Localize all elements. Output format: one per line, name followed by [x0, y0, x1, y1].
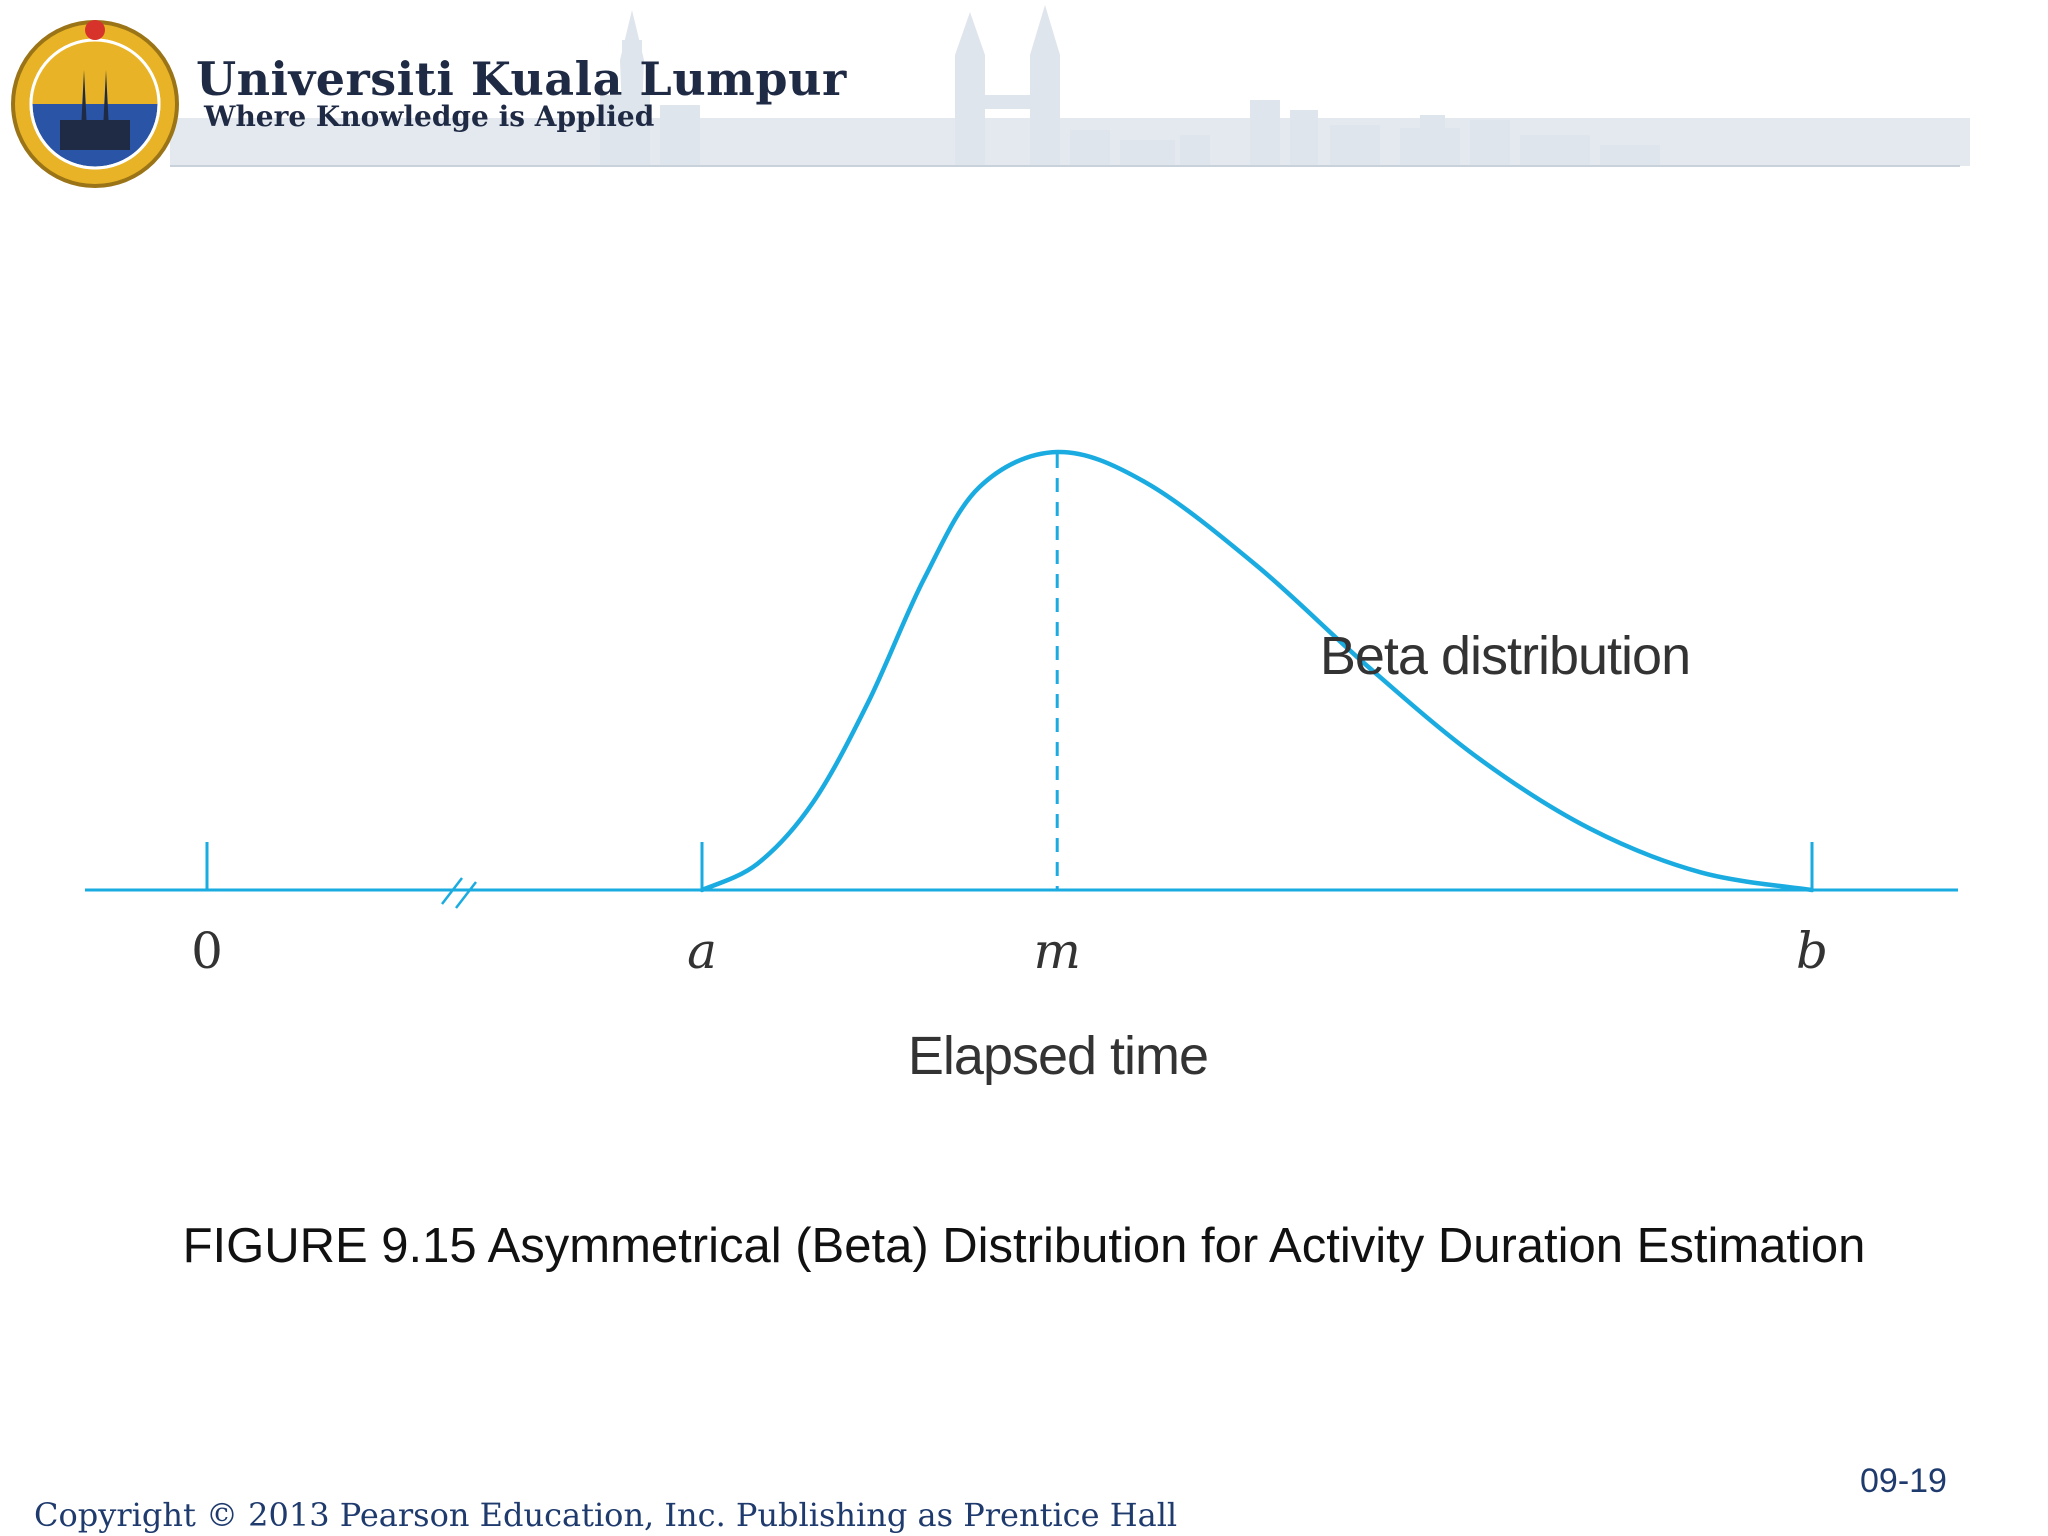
beta-distribution-curve	[699, 449, 1815, 893]
figure-caption: FIGURE 9.15 Asymmetrical (Beta) Distribu…	[182, 1219, 1866, 1273]
skyline-banner	[11, 5, 1970, 188]
skyline-silhouette	[170, 5, 1970, 166]
university-seal-icon	[11, 20, 179, 188]
axis-break-mark	[455, 881, 477, 909]
university-name: Universiti Kuala Lumpur	[196, 52, 847, 106]
copyright-notice: Copyright © 2013 Pearson Education, Inc.…	[34, 1496, 1178, 1534]
x-tick-label-a: a	[687, 922, 717, 980]
x-axis-label: Elapsed time	[908, 1026, 1208, 1086]
axis-break-mark	[441, 877, 463, 905]
x-tick-label-m: m	[1033, 922, 1080, 980]
slide-number: 09-19	[1860, 1462, 1947, 1500]
slide-header: Universiti Kuala Lumpur Where Knowledge …	[0, 0, 2048, 200]
series-annotation-label: Beta distribution	[1320, 626, 1690, 686]
x-tick-label-b: b	[1796, 922, 1828, 980]
x-tick-label-0: 0	[191, 922, 223, 980]
university-tagline: Where Knowledge is Applied	[204, 100, 655, 133]
